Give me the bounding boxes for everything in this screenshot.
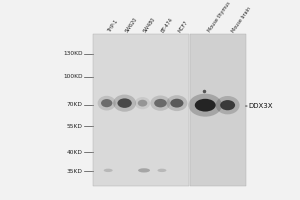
- Text: 100KD: 100KD: [63, 74, 83, 79]
- Ellipse shape: [216, 96, 240, 114]
- Text: 35KD: 35KD: [67, 169, 83, 174]
- Ellipse shape: [158, 169, 166, 172]
- Ellipse shape: [220, 100, 235, 110]
- Bar: [93, 34, 189, 186]
- Bar: [190, 34, 246, 186]
- Text: 70KD: 70KD: [67, 102, 83, 107]
- Text: SW620: SW620: [124, 16, 139, 33]
- Text: Mouse brain: Mouse brain: [231, 6, 252, 33]
- Ellipse shape: [150, 95, 170, 111]
- Text: 130KD: 130KD: [63, 51, 83, 56]
- Text: SW480: SW480: [142, 16, 157, 33]
- Ellipse shape: [138, 168, 150, 172]
- Ellipse shape: [170, 99, 183, 108]
- Ellipse shape: [188, 94, 222, 117]
- Text: 55KD: 55KD: [67, 124, 83, 129]
- Text: MCF7: MCF7: [177, 19, 189, 33]
- Text: DDX3X: DDX3X: [248, 103, 273, 109]
- Text: BT-474: BT-474: [160, 17, 174, 33]
- Ellipse shape: [113, 95, 136, 112]
- Ellipse shape: [98, 96, 116, 110]
- Ellipse shape: [167, 95, 188, 111]
- Ellipse shape: [154, 99, 167, 107]
- Ellipse shape: [138, 100, 147, 107]
- Ellipse shape: [104, 169, 113, 172]
- Bar: [190, 34, 246, 186]
- Ellipse shape: [118, 98, 132, 108]
- Ellipse shape: [135, 97, 150, 109]
- Ellipse shape: [101, 99, 112, 107]
- Text: Mouse thymus: Mouse thymus: [207, 1, 231, 33]
- Ellipse shape: [195, 99, 216, 112]
- Text: THP-1: THP-1: [107, 19, 119, 33]
- Text: 40KD: 40KD: [67, 150, 83, 155]
- Bar: [93, 34, 189, 186]
